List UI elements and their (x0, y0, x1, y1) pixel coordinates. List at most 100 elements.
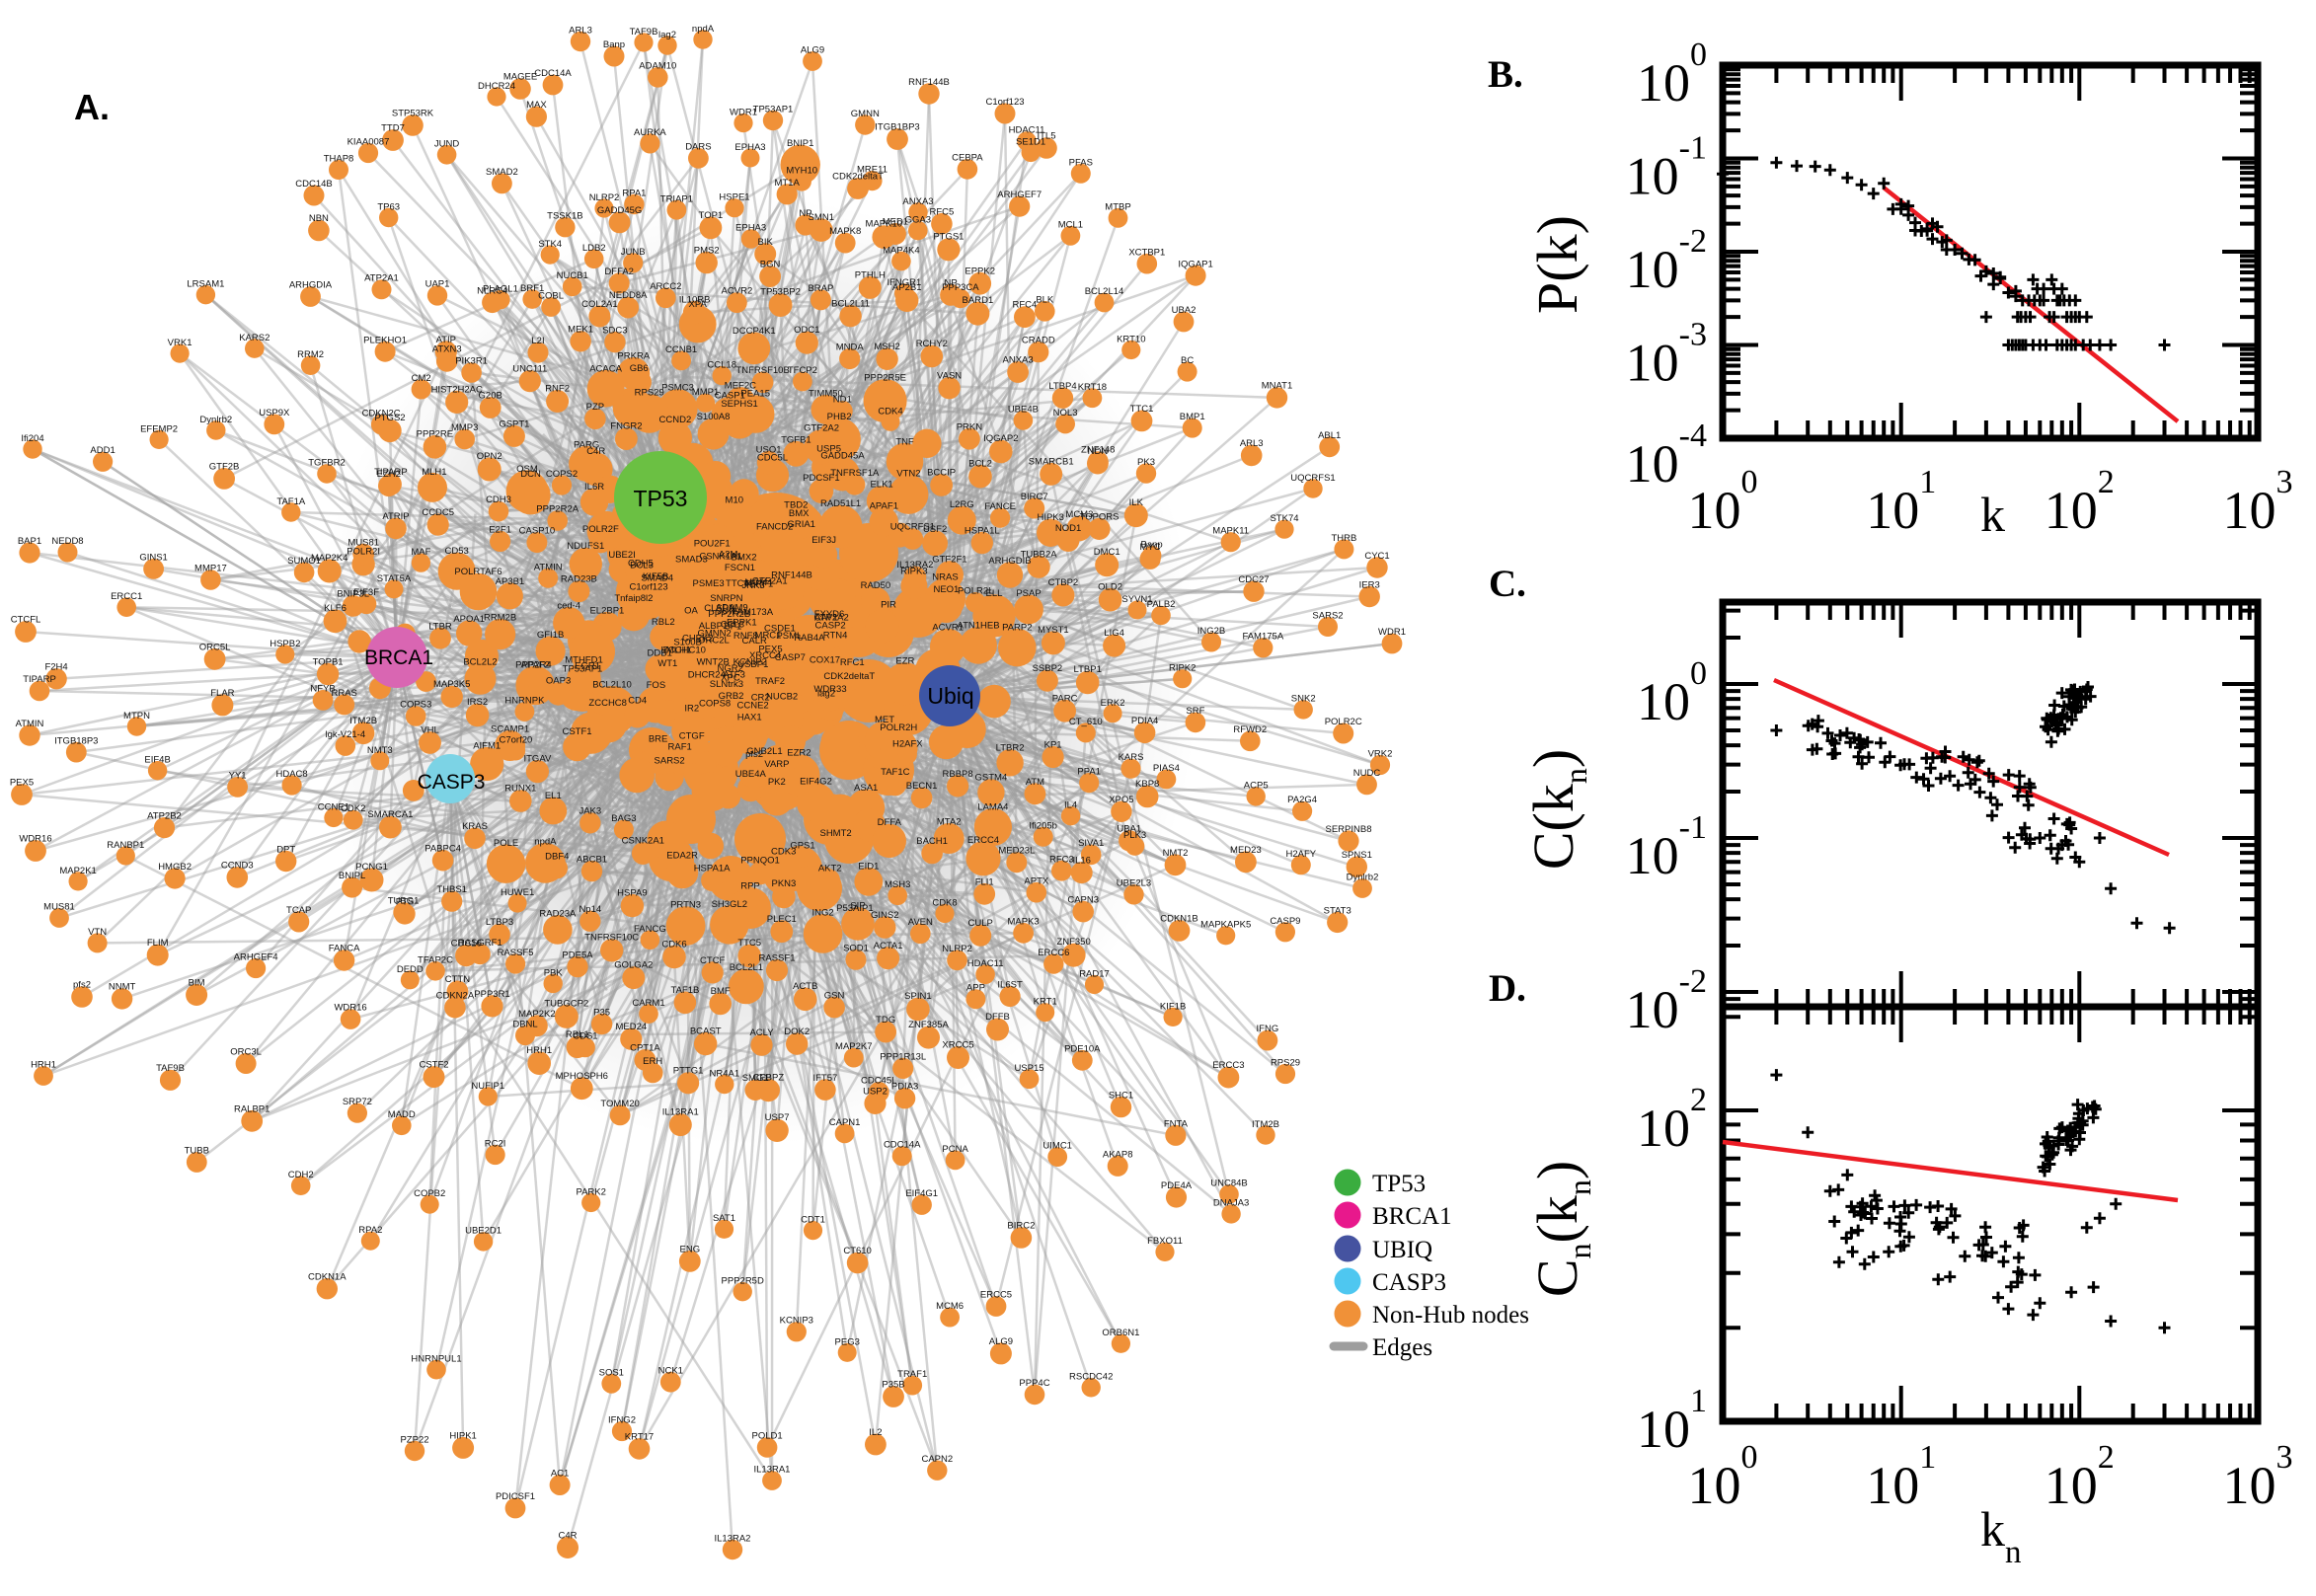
svg-text:Dynlrb2: Dynlrb2 (199, 415, 232, 425)
svg-text:PLEKHO1: PLEKHO1 (363, 335, 407, 345)
svg-text:TIPARP: TIPARP (374, 467, 408, 478)
svg-text:RAB4A: RAB4A (794, 633, 825, 644)
svg-text:SPIN1: SPIN1 (904, 991, 931, 1002)
svg-text:MAP2K2: MAP2K2 (518, 1009, 556, 1020)
svg-text:GSPT1: GSPT1 (499, 418, 529, 429)
svg-text:ORC3L: ORC3L (230, 1047, 262, 1058)
svg-text:IQGAP2: IQGAP2 (983, 433, 1018, 444)
svg-text:UBA2: UBA2 (1172, 305, 1197, 316)
svg-text:DARS: DARS (685, 141, 711, 152)
svg-text:KP1: KP1 (1044, 739, 1062, 750)
svg-text:MT1A: MT1A (775, 178, 801, 189)
svg-text:JUN: JUN (717, 606, 735, 617)
svg-text:NUFIP1: NUFIP1 (471, 1081, 504, 1092)
svg-text:MAP4K4: MAP4K4 (883, 245, 920, 256)
svg-text:PDIA4: PDIA4 (1131, 716, 1158, 726)
svg-text:MED24: MED24 (615, 1022, 647, 1032)
svg-text:TERF1: TERF1 (743, 578, 773, 589)
svg-text:GINS1: GINS1 (139, 553, 168, 564)
svg-text:MNDA: MNDA (836, 342, 865, 352)
svg-text:ATXN3: ATXN3 (432, 344, 462, 355)
svg-text:HSPA1L: HSPA1L (965, 525, 1000, 536)
svg-text:KARS2: KARS2 (239, 333, 270, 343)
svg-text:HUWE1: HUWE1 (501, 887, 534, 898)
svg-text:ERCC1: ERCC1 (111, 591, 142, 602)
svg-text:RPA2: RPA2 (358, 1225, 382, 1236)
svg-text:UNC111: UNC111 (512, 364, 547, 375)
svg-text:L2RG: L2RG (950, 499, 974, 510)
svg-text:KCNIP2: KCNIP2 (733, 657, 767, 668)
svg-text:STAT3: STAT3 (1324, 905, 1351, 916)
svg-text:CTCFL: CTCFL (11, 615, 41, 626)
svg-text:KCNIP3: KCNIP3 (780, 1316, 813, 1327)
svg-text:HIST2H2AC: HIST2H2AC (431, 384, 483, 395)
svg-text:Cn(kn): Cn(kn) (1525, 1161, 1597, 1297)
svg-text:RBL2: RBL2 (652, 617, 675, 628)
svg-text:STP53RK: STP53RK (392, 109, 434, 119)
svg-text:PSML: PSML (776, 631, 802, 642)
svg-text:SDC3: SDC3 (602, 326, 627, 337)
svg-text:MEK1: MEK1 (568, 325, 593, 336)
svg-text:UNC84B: UNC84B (1210, 1178, 1248, 1189)
svg-text:NUCB2: NUCB2 (766, 692, 798, 703)
svg-text:MCM3: MCM3 (1065, 509, 1093, 520)
svg-text:SPNS1: SPNS1 (1342, 850, 1372, 861)
svg-text:KLF6: KLF6 (324, 603, 347, 614)
svg-text:CT_610: CT_610 (1069, 717, 1103, 727)
svg-text:BCL2L2: BCL2L2 (463, 656, 497, 667)
svg-text:ATRIP: ATRIP (382, 511, 409, 522)
svg-text:FLAR: FLAR (210, 688, 234, 699)
svg-text:pfs2: pfs2 (745, 749, 763, 760)
svg-text:PTTG1: PTTG1 (673, 1066, 704, 1077)
svg-text:NLRP2: NLRP2 (589, 192, 620, 203)
svg-text:RAD17: RAD17 (1079, 968, 1110, 979)
svg-text:LTBR2: LTBR2 (996, 743, 1025, 754)
svg-text:NGR2: NGR2 (717, 663, 742, 674)
svg-text:ZCCHC10: ZCCHC10 (662, 645, 706, 655)
svg-text:VRK1: VRK1 (168, 338, 193, 348)
svg-text:SSBP2: SSBP2 (1033, 663, 1063, 674)
svg-text:PIAS4: PIAS4 (1153, 763, 1180, 774)
svg-text:M10: M10 (726, 495, 743, 506)
svg-text:PPP2R2A: PPP2R2A (536, 504, 579, 515)
svg-text:BNIP3L: BNIP3L (337, 589, 369, 600)
svg-text:FXYD6: FXYD6 (814, 609, 845, 620)
svg-text:LRSAM1: LRSAM1 (187, 279, 224, 290)
svg-text:SUMO1: SUMO1 (287, 556, 321, 567)
svg-text:CDKN1A: CDKN1A (308, 1272, 347, 1283)
svg-text:NEO1: NEO1 (933, 584, 959, 595)
svg-text:DBNL: DBNL (512, 1020, 537, 1030)
svg-text:CDT1: CDT1 (801, 1215, 825, 1226)
svg-text:SMAD3: SMAD3 (675, 555, 708, 566)
svg-text:Ubiq: Ubiq (927, 683, 973, 709)
svg-text:PEX5: PEX5 (758, 644, 782, 654)
svg-text:EPPK1: EPPK1 (727, 618, 757, 629)
svg-text:TIMM50: TIMM50 (809, 389, 843, 400)
svg-text:TP53AP1: TP53AP1 (753, 104, 794, 114)
svg-text:Dynlrb2: Dynlrb2 (1347, 873, 1379, 883)
svg-text:POU2F1: POU2F1 (694, 538, 731, 549)
svg-text:CDK8: CDK8 (932, 897, 957, 908)
svg-text:RBL1: RBL1 (566, 1029, 589, 1040)
svg-text:HDAC8: HDAC8 (275, 769, 307, 780)
svg-text:PDE4A: PDE4A (1161, 1180, 1193, 1191)
svg-text:KRT18: KRT18 (1078, 382, 1107, 393)
svg-text:CASP7: CASP7 (775, 652, 806, 663)
svg-text:GSTM4: GSTM4 (975, 773, 1008, 784)
svg-text:IER3: IER3 (1359, 579, 1380, 590)
svg-text:IL4: IL4 (1064, 800, 1077, 811)
svg-text:SIP: SIP (850, 901, 865, 912)
svg-text:NRAS: NRAS (932, 572, 958, 583)
svg-text:THBS1: THBS1 (436, 884, 467, 895)
svg-text:MED23: MED23 (1230, 845, 1262, 856)
svg-text:HRH1: HRH1 (526, 1045, 552, 1056)
svg-text:RPS29: RPS29 (1271, 1057, 1300, 1068)
svg-text:Edges: Edges (1372, 1334, 1432, 1361)
svg-text:SYVN1: SYVN1 (1121, 594, 1152, 605)
svg-text:EZR2: EZR2 (787, 748, 811, 759)
svg-text:MAPK3: MAPK3 (1007, 916, 1039, 927)
svg-text:PPP1R13L: PPP1R13L (880, 1051, 926, 1062)
svg-text:COL2A1: COL2A1 (581, 299, 617, 310)
svg-text:PK3: PK3 (1137, 457, 1155, 468)
svg-text:XPA: XPA (689, 299, 708, 310)
